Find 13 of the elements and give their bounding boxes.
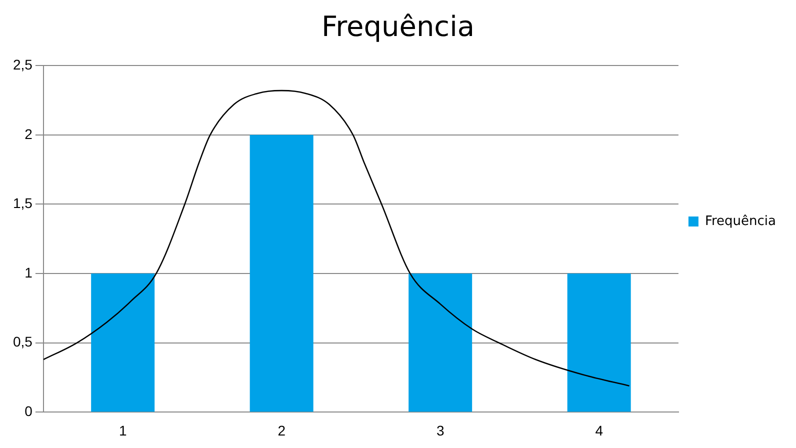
line-series bbox=[43, 90, 630, 387]
y-tick-label: 1 bbox=[24, 264, 33, 280]
y-tick-label: 0 bbox=[24, 403, 33, 420]
legend-label: Frequência bbox=[704, 214, 776, 229]
y-tick-label: 2 bbox=[24, 126, 33, 142]
y-tick-label: 1,5 bbox=[12, 195, 33, 212]
chart-title: Frequência bbox=[321, 10, 475, 44]
x-tick-label: 1 bbox=[118, 422, 127, 438]
x-tick-label: 4 bbox=[595, 422, 604, 438]
y-tick-label: 2,5 bbox=[12, 56, 33, 72]
x-tick-label: 2 bbox=[278, 422, 286, 438]
x-tick-label: 3 bbox=[436, 422, 444, 438]
y-tick-label: 0,5 bbox=[12, 334, 33, 350]
